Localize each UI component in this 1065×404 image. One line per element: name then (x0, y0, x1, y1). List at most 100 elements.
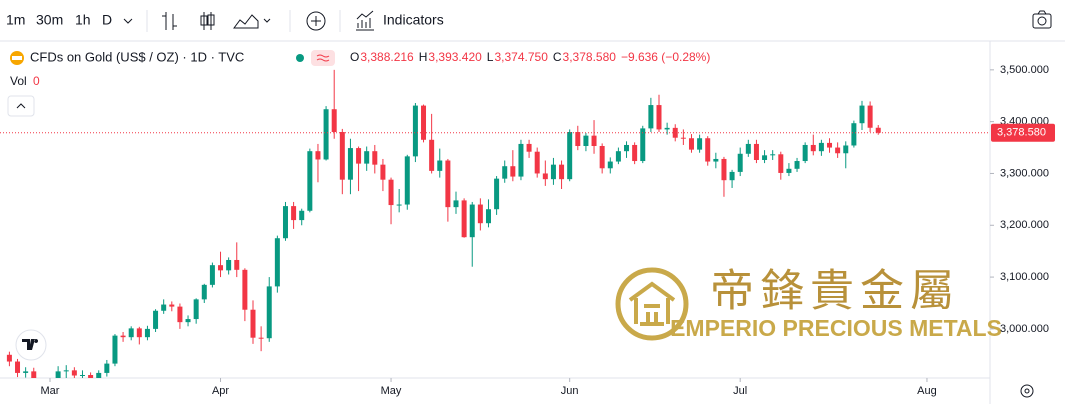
tv-logo-mark (22, 339, 39, 350)
candle-body (88, 375, 94, 378)
y-tick-label: 3,100.000 (1000, 271, 1049, 283)
screenshot-icon[interactable] (1032, 10, 1052, 29)
candle-body (851, 123, 857, 146)
candle-body (177, 306, 183, 323)
candle-body (445, 160, 451, 208)
ohlc-key: H (419, 50, 428, 64)
ohlc-key: L (487, 50, 494, 64)
candle-body (250, 309, 256, 338)
ohlc-value: 3,388.216 (360, 50, 414, 64)
settings-icon[interactable] (1020, 384, 1034, 398)
candle-body (153, 310, 159, 329)
interval[interactable]: 1h (75, 12, 91, 28)
candle-body (15, 361, 21, 373)
x-tick-label: Jul (733, 385, 747, 397)
candle-body (810, 144, 816, 152)
indicators-button[interactable]: Indicators (383, 12, 444, 28)
candle-body (534, 151, 540, 174)
candle-body (421, 105, 427, 140)
candle-body (347, 148, 353, 180)
candle-body (266, 286, 272, 339)
collapse-icon[interactable] (16, 103, 26, 109)
candle-body (23, 371, 29, 373)
candle-body (307, 151, 313, 211)
candle-body (96, 372, 102, 378)
bar-style-icon[interactable] (162, 12, 259, 30)
candle-body (331, 109, 337, 133)
candle-body (193, 299, 199, 320)
candle-body (607, 161, 613, 169)
candle-body (339, 132, 345, 180)
ohlc-value: 3,374.750 (494, 50, 548, 64)
candle-body (299, 210, 305, 221)
candle-body (567, 132, 573, 180)
candle-body (71, 370, 77, 376)
candle-body (469, 204, 475, 238)
candle-body (599, 146, 605, 169)
candle-body (104, 363, 110, 373)
candle-body (429, 139, 435, 171)
candle-body (364, 151, 370, 164)
candle-body (258, 337, 264, 339)
candle-body (542, 173, 548, 180)
candle-body (323, 109, 329, 160)
candle-body (753, 143, 759, 160)
candle-body (835, 147, 841, 154)
candle-body (396, 204, 402, 206)
collapse-button[interactable] (7, 95, 35, 117)
last-price-label: 3,378.580 (997, 127, 1046, 139)
candle-body (380, 164, 386, 180)
x-tick-label: Apr (212, 385, 229, 397)
interval-dropdown[interactable] (123, 18, 133, 24)
candle-body (404, 156, 410, 205)
chart-type-dropdown[interactable] (263, 18, 271, 23)
x-tick-label: Aug (917, 385, 937, 397)
candle-body (632, 144, 638, 162)
candle-body (518, 143, 524, 177)
axes: 3,000.0003,100.0003,200.0003,300.0003,40… (0, 64, 1055, 397)
candle-body (128, 328, 134, 338)
candle-body (242, 269, 248, 310)
tv-logo (15, 329, 47, 361)
compare-icon[interactable] (306, 11, 326, 31)
y-tick-label: 3,000.000 (1000, 323, 1049, 335)
candle-body (161, 304, 167, 311)
candle-body (79, 375, 85, 376)
x-tick-label: May (381, 385, 402, 397)
candle-body (688, 138, 694, 150)
candle-body (526, 143, 532, 152)
interval[interactable]: 1m (6, 12, 25, 28)
x-tick-label: Mar (41, 385, 60, 397)
y-tick-label: 3,200.000 (1000, 219, 1049, 231)
candle-body (494, 178, 500, 210)
candle-body (705, 138, 711, 162)
candle-body (721, 158, 727, 181)
last-price-tag (991, 123, 1055, 142)
candle-body (6, 354, 12, 362)
y-tick-label: 3,300.000 (1000, 167, 1049, 179)
candle-body (875, 127, 881, 133)
candle-body (648, 105, 654, 129)
flag-icon (316, 54, 330, 62)
candle-body (615, 151, 621, 162)
candle-body (218, 265, 224, 271)
candle-body (282, 206, 288, 239)
interval[interactable]: D (102, 12, 112, 28)
candle-body (510, 166, 516, 177)
candle-body (226, 259, 232, 271)
candle-body (827, 142, 833, 148)
candle-body (680, 137, 686, 139)
candle-body (461, 200, 467, 238)
candle-body (778, 154, 784, 173)
indicators-icon[interactable] (356, 10, 374, 31)
candle-body (745, 143, 751, 154)
candle-body (63, 370, 69, 372)
interval[interactable]: 30m (36, 12, 63, 28)
watermark: 帝鋒貴金屬 EMPERIO PRECIOUS METALS (615, 266, 1002, 341)
ohlc-value: 3,393.420 (428, 50, 482, 64)
candle-body (453, 200, 459, 208)
candle-body (624, 144, 630, 152)
candle-body (697, 138, 703, 150)
